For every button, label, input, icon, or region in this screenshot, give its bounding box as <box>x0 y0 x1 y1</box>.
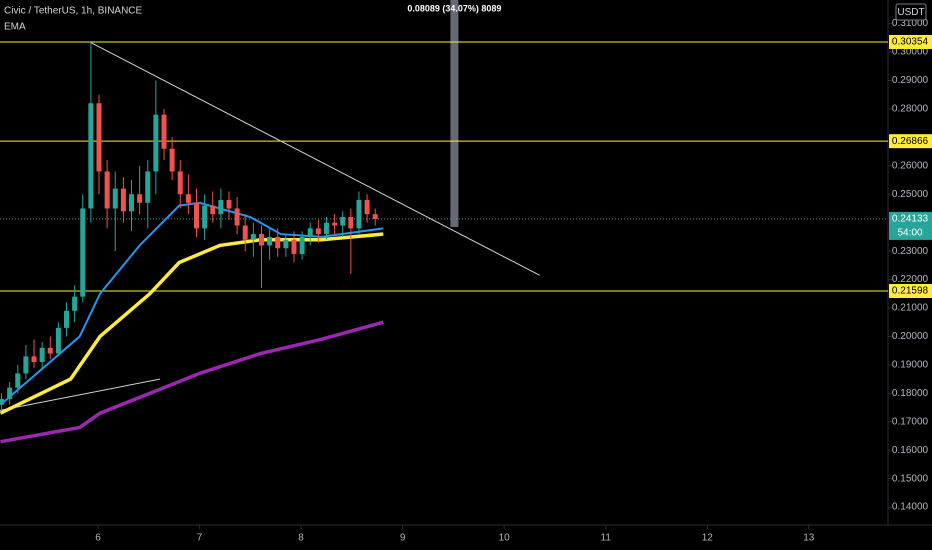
measure-bar <box>450 0 459 227</box>
trendline <box>0 378 161 411</box>
candle-body <box>185 194 191 203</box>
ema-line <box>0 201 384 406</box>
x-tick-label: 10 <box>499 533 511 544</box>
last-price-bg <box>889 211 932 240</box>
level-label: 0.21598 <box>892 286 929 297</box>
candle-body <box>267 236 273 246</box>
chart-title: Civic / TetherUS, 1h, BINANCE <box>4 6 143 17</box>
candle-body <box>80 208 86 297</box>
indicator-label: EMA <box>4 22 26 33</box>
y-tick-label: 0.23000 <box>892 246 929 257</box>
candle-body <box>0 399 5 405</box>
candle-body <box>47 347 53 354</box>
candle-body <box>372 214 378 219</box>
y-tick-label: 0.14000 <box>892 502 929 513</box>
candle-body <box>72 296 78 311</box>
candle-body <box>348 216 354 229</box>
y-tick-label: 0.28000 <box>892 104 929 115</box>
candle-body <box>39 347 45 363</box>
y-tick-label: 0.15000 <box>892 473 929 484</box>
candle-body <box>88 103 94 209</box>
x-tick-label: 8 <box>298 533 304 544</box>
candle-body <box>364 199 370 215</box>
measure-label: 0.08089 (34.07%) 8089 <box>407 3 501 13</box>
candle-body <box>299 236 305 254</box>
candle-body <box>242 225 248 240</box>
candle-body <box>137 194 143 203</box>
y-tick-label: 0.31000 <box>892 18 929 29</box>
candle-body <box>23 356 29 374</box>
x-tick-label: 13 <box>803 533 815 544</box>
candle-body <box>291 239 297 254</box>
candle-body <box>315 228 321 235</box>
x-tick-label: 12 <box>702 533 714 544</box>
candle-body <box>307 228 313 237</box>
y-tick-label: 0.20000 <box>892 331 929 342</box>
y-tick-label: 0.26000 <box>892 160 929 171</box>
y-tick-label: 0.25000 <box>892 189 929 200</box>
candle-body <box>250 234 256 240</box>
y-tick-label: 0.17000 <box>892 416 929 427</box>
candle-body <box>31 356 37 363</box>
candle-body <box>169 148 175 172</box>
candle-body <box>128 194 134 212</box>
x-tick-label: 6 <box>95 533 101 544</box>
y-tick-label: 0.21000 <box>892 303 929 314</box>
candle-body <box>55 327 61 354</box>
level-label-bg <box>889 134 932 149</box>
candle-body <box>323 222 329 235</box>
candle-body <box>120 188 126 212</box>
candle-body <box>177 171 183 195</box>
x-tick-label: 11 <box>601 533 612 544</box>
candle-body <box>104 171 110 209</box>
y-tick-label: 0.22000 <box>892 274 929 285</box>
level-label-bg <box>889 283 932 298</box>
level-label: 0.30354 <box>892 37 929 48</box>
countdown: 54:00 <box>897 228 922 239</box>
candle-body <box>275 236 281 249</box>
y-tick-label: 0.19000 <box>892 360 929 371</box>
currency-box[interactable] <box>895 3 927 21</box>
candle-body <box>161 114 167 149</box>
y-tick-label: 0.30000 <box>892 47 929 58</box>
candle-body <box>283 239 289 249</box>
candle-body <box>356 199 362 229</box>
candle-body <box>15 373 21 388</box>
candle-body <box>218 199 224 215</box>
candle-body <box>145 171 151 203</box>
candle-body <box>96 103 102 172</box>
candle-body <box>340 216 346 226</box>
level-label: 0.26866 <box>892 136 929 147</box>
candle-body <box>202 205 208 229</box>
level-label-bg <box>889 34 932 49</box>
candle-body <box>112 188 118 209</box>
candle-body <box>226 199 232 209</box>
trendline <box>89 41 540 276</box>
candle-body <box>153 114 159 172</box>
ema-line <box>0 320 384 444</box>
currency-label[interactable]: USDT <box>897 7 924 18</box>
candle-body <box>258 234 264 246</box>
candle-body <box>193 202 199 229</box>
candle-body <box>7 387 13 400</box>
candle-body <box>210 205 216 215</box>
last-price-label: 0.24133 <box>892 214 929 225</box>
y-tick-label: 0.16000 <box>892 445 929 456</box>
y-tick-label: 0.29000 <box>892 75 929 86</box>
y-tick-label: 0.18000 <box>892 388 929 399</box>
candle-body <box>64 310 70 328</box>
candle-body <box>234 208 240 226</box>
x-tick-label: 9 <box>400 533 406 544</box>
candle-body <box>332 222 338 226</box>
x-tick-label: 7 <box>197 533 203 544</box>
